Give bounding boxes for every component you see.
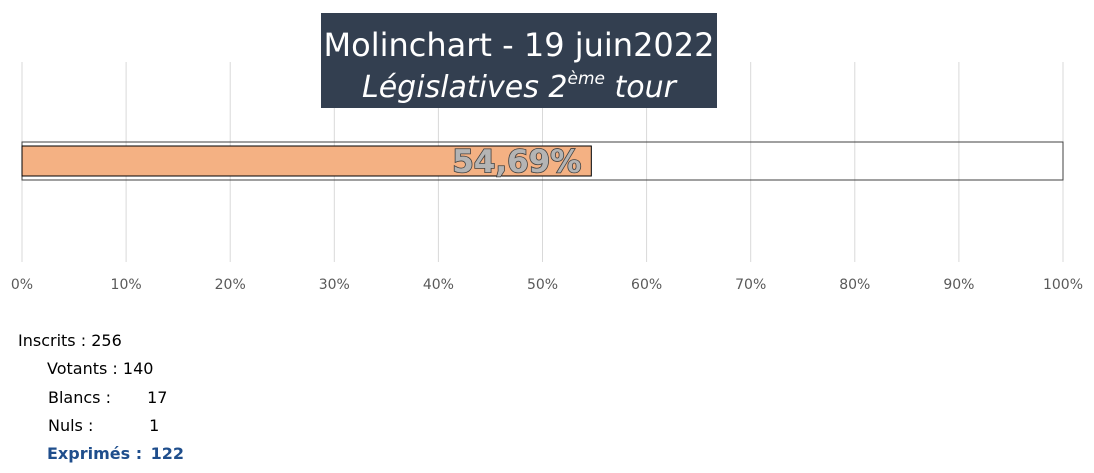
stat-inscrits: Inscrits : 256	[18, 330, 122, 352]
stat-inscrits-label: Inscrits :	[18, 331, 87, 350]
stat-nuls-label: Nuls :	[48, 416, 94, 435]
title-line-2-end: tour	[604, 70, 676, 105]
election-stats: Inscrits : 256 Votants : 140 Blancs : 17…	[0, 328, 400, 468]
stat-blancs-value: 17	[147, 388, 168, 407]
x-tick-label: 80%	[839, 277, 870, 293]
x-axis-ticks: 0% 10% 20% 30% 40% 50% 60% 70% 80% 90% 100%	[11, 277, 1083, 293]
x-tick-label: 70%	[735, 277, 766, 293]
bar-value	[21, 145, 592, 177]
bar-data-label: 54,69%	[452, 144, 581, 180]
title-line-2: Législatives 2ème tour	[321, 71, 717, 103]
stat-exprimes-value: 122	[150, 444, 184, 463]
stat-votants: Votants : 140	[47, 358, 153, 380]
x-tick-label: 100%	[1043, 277, 1083, 293]
stat-votants-value: 140	[122, 359, 154, 378]
stat-votants-label: Votants :	[47, 359, 118, 378]
stat-inscrits-value: 256	[91, 331, 122, 350]
stat-nuls-value: 1	[149, 416, 160, 435]
stat-exprimes: Exprimés : 122	[47, 443, 184, 465]
stat-nuls: Nuls : 1	[48, 415, 159, 437]
x-tick-label: 0%	[11, 277, 33, 293]
stat-exprimes-label: Exprimés :	[47, 444, 143, 463]
chart-title: Molinchart - 19 juin2022 Législatives 2è…	[321, 13, 717, 108]
x-tick-label: 40%	[423, 277, 454, 293]
title-line-1: Molinchart - 19 juin2022	[323, 26, 715, 64]
stat-blancs: Blancs : 17	[48, 387, 167, 409]
x-tick-label: 30%	[319, 277, 350, 293]
title-line-2-main: Législatives 2	[362, 70, 568, 105]
x-tick-label: 50%	[527, 277, 558, 293]
x-tick-label: 20%	[215, 277, 246, 293]
x-tick-label: 10%	[111, 277, 142, 293]
chart: 54,69% 0% 10% 20% 30% 40% 50% 60% 70% 80% 90% 100%	[11, 62, 1083, 293]
stat-blancs-label: Blancs :	[48, 388, 111, 407]
title-line-2-superscript: ème	[567, 69, 605, 89]
x-tick-label: 90%	[943, 277, 974, 293]
x-tick-label: 60%	[631, 277, 662, 293]
